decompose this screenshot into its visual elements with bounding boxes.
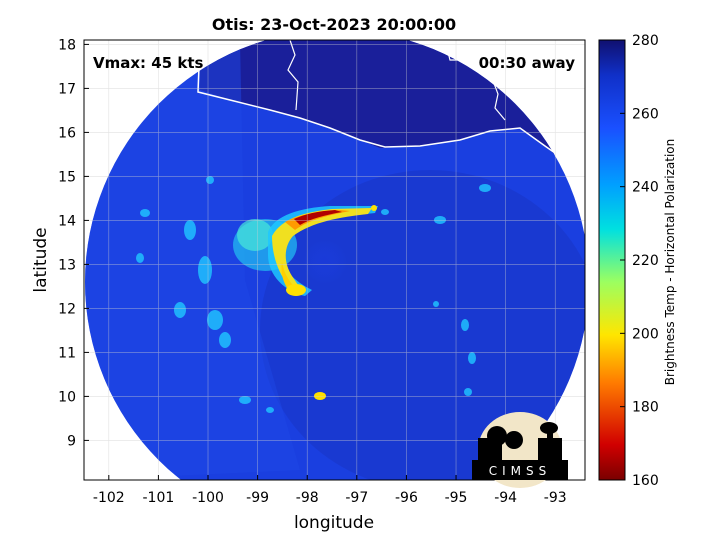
x-tick-label: -93 — [544, 490, 567, 506]
x-tick-label: -95 — [445, 490, 468, 506]
brightness-swath — [85, 40, 585, 480]
cold-cloud-core — [294, 210, 342, 225]
y-tick-label: 15 — [58, 169, 76, 185]
x-tick-label: -102 — [93, 490, 125, 506]
axes-frame — [83, 39, 586, 481]
x-tick-label: -99 — [246, 490, 269, 506]
x-tick-label: -94 — [494, 490, 517, 506]
colorbar-tick-label: 240 — [632, 180, 659, 196]
y-tick-label: 11 — [58, 345, 76, 361]
y-tick-label: 10 — [58, 389, 76, 405]
colorbar-label: Brightness Temp - Horizontal Polarizatio… — [663, 139, 677, 386]
x-tick-label: -101 — [143, 490, 175, 506]
scattered-convection — [136, 176, 491, 413]
y-tick-label: 9 — [67, 433, 76, 449]
x-tick-label: -100 — [192, 490, 224, 506]
y-tick-label: 14 — [58, 213, 76, 229]
y-axis-ticks: 18 17 16 15 14 13 12 11 10 9 — [58, 37, 89, 449]
x-axis-label: longitude — [294, 513, 374, 533]
colorbar-ticks: 280 260 240 220 200 180 160 — [620, 33, 659, 489]
colorbar-tick-label: 200 — [632, 326, 659, 342]
logo-text: CIMSS — [489, 464, 552, 478]
y-tick-label: 18 — [58, 37, 76, 53]
colorbar-tick-label: 160 — [632, 473, 659, 489]
time-away-annotation: 00:30 away — [479, 54, 576, 72]
chart-title: Otis: 23-Oct-2023 20:00:00 — [212, 15, 456, 34]
y-tick-label: 12 — [58, 301, 76, 317]
colorbar-tick-label: 280 — [632, 33, 659, 49]
x-tick-label: -97 — [345, 490, 368, 506]
x-tick-label: -96 — [395, 490, 418, 506]
grid — [84, 40, 585, 480]
map-layer — [85, 40, 585, 480]
y-tick-label: 13 — [58, 257, 76, 273]
x-axis-ticks: -102 -101 -100 -99 -98 -97 -96 -95 -94 -93 — [93, 475, 567, 506]
y-tick-label: 17 — [58, 81, 76, 97]
colorbar-tick-label: 260 — [632, 106, 659, 122]
colorbar-tick-label: 180 — [632, 400, 659, 416]
vmax-annotation: Vmax: 45 kts — [93, 54, 203, 72]
colorbar-tick-label: 220 — [632, 253, 659, 269]
y-tick-label: 16 — [58, 125, 76, 141]
cimss-logo: CIMSS — [472, 412, 568, 488]
y-axis-label: latitude — [31, 227, 51, 292]
x-tick-label: -98 — [296, 490, 319, 506]
coastline — [197, 40, 585, 194]
border-line — [287, 40, 549, 121]
